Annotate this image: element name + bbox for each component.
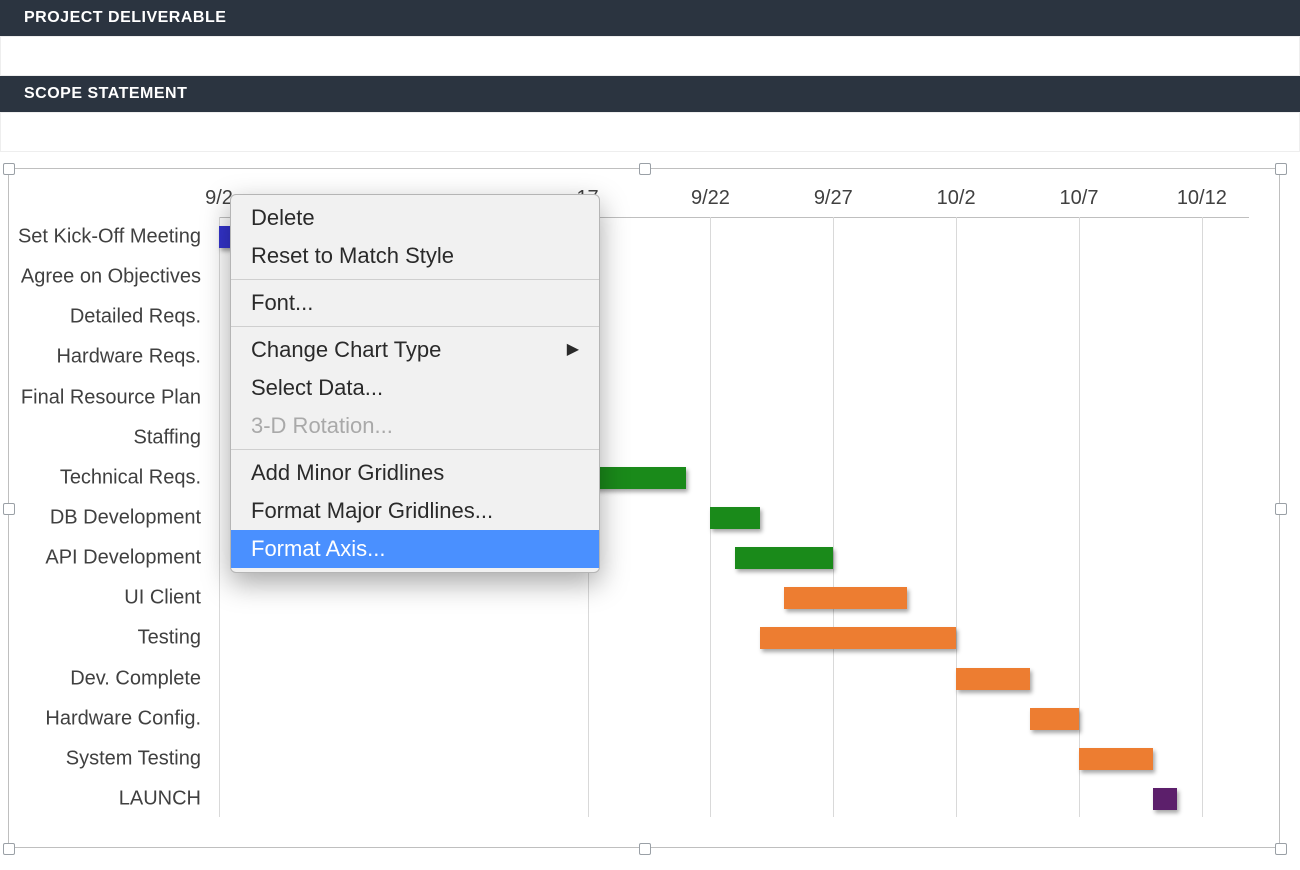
menu-item-label: Select Data... [251, 373, 383, 403]
gantt-bar[interactable] [710, 507, 759, 529]
task-label: Testing [138, 627, 201, 650]
menu-item-label: Add Minor Gridlines [251, 458, 444, 488]
menu-item-label: Font... [251, 288, 313, 318]
x-tick-label: 9/2 [205, 187, 233, 210]
gridline [1079, 217, 1080, 817]
task-label: Staffing [134, 426, 201, 449]
task-label: Hardware Config. [45, 707, 201, 730]
menu-item-label: Format Axis... [251, 534, 385, 564]
menu-item: 3-D Rotation... [231, 407, 599, 445]
menu-separator [231, 326, 599, 327]
menu-item[interactable]: Format Axis... [231, 530, 599, 568]
gantt-bar[interactable] [588, 467, 686, 489]
selection-handle[interactable] [1275, 843, 1287, 855]
gantt-chart-object[interactable]: 9/2179/229/2710/210/710/12 Set Kick-Off … [8, 168, 1280, 848]
gantt-bar[interactable] [1153, 788, 1178, 810]
gridline [833, 217, 834, 817]
gantt-bar[interactable] [1030, 708, 1079, 730]
task-label: UI Client [124, 587, 201, 610]
selection-handle[interactable] [639, 843, 651, 855]
scope-statement-header: SCOPE STATEMENT [0, 76, 1300, 112]
x-tick-label: 10/12 [1177, 187, 1227, 210]
x-tick-label: 10/7 [1060, 187, 1099, 210]
menu-item-label: Reset to Match Style [251, 241, 454, 271]
x-tick-label: 9/27 [814, 187, 853, 210]
selection-handle[interactable] [3, 843, 15, 855]
task-label: System Testing [66, 747, 201, 770]
menu-item[interactable]: Add Minor Gridlines [231, 454, 599, 492]
gantt-bar[interactable] [956, 668, 1030, 690]
gantt-bar[interactable] [1079, 748, 1153, 770]
selection-handle[interactable] [3, 163, 15, 175]
gantt-bar[interactable] [760, 627, 957, 649]
menu-item-label: Change Chart Type [251, 335, 441, 365]
selection-handle[interactable] [1275, 163, 1287, 175]
gridline [956, 217, 957, 817]
chevron-right-icon: ▶ [567, 335, 579, 365]
task-label: Dev. Complete [70, 667, 201, 690]
gantt-bar[interactable] [735, 547, 833, 569]
task-label: DB Development [50, 507, 201, 530]
task-label: API Development [45, 547, 201, 570]
task-label: Agree on Objectives [21, 266, 201, 289]
project-deliverable-header: PROJECT DELIVERABLE [0, 0, 1300, 36]
menu-item-label: Format Major Gridlines... [251, 496, 493, 526]
context-menu[interactable]: Delete Reset to Match Style Font... Change … [230, 194, 600, 573]
project-deliverable-row [0, 36, 1300, 76]
gantt-bar[interactable] [784, 587, 907, 609]
menu-item[interactable]: Format Major Gridlines... [231, 492, 599, 530]
menu-item-label: Delete [251, 203, 315, 233]
task-label: Set Kick-Off Meeting [18, 226, 201, 249]
x-tick-label: 9/22 [691, 187, 730, 210]
menu-item[interactable]: Select Data... [231, 369, 599, 407]
selection-handle[interactable] [3, 503, 15, 515]
task-label: Technical Reqs. [60, 466, 201, 489]
menu-item[interactable]: Delete [231, 199, 599, 237]
x-tick-label: 10/2 [937, 187, 976, 210]
selection-handle[interactable] [639, 163, 651, 175]
y-axis[interactable]: Set Kick-Off Meeting Agree on Objectives D… [9, 217, 209, 817]
task-label: LAUNCH [119, 787, 201, 810]
menu-separator [231, 449, 599, 450]
gridline [1202, 217, 1203, 817]
menu-item[interactable]: Reset to Match Style [231, 237, 599, 275]
task-label: Detailed Reqs. [70, 306, 201, 329]
task-label: Final Resource Plan [21, 386, 201, 409]
menu-separator [231, 279, 599, 280]
gridline [219, 217, 220, 817]
selection-handle[interactable] [1275, 503, 1287, 515]
scope-statement-row [0, 112, 1300, 152]
menu-item-label: 3-D Rotation... [251, 411, 393, 441]
task-label: Hardware Reqs. [56, 346, 201, 369]
menu-item[interactable]: Font... [231, 284, 599, 322]
menu-item[interactable]: Change Chart Type ▶ [231, 331, 599, 369]
